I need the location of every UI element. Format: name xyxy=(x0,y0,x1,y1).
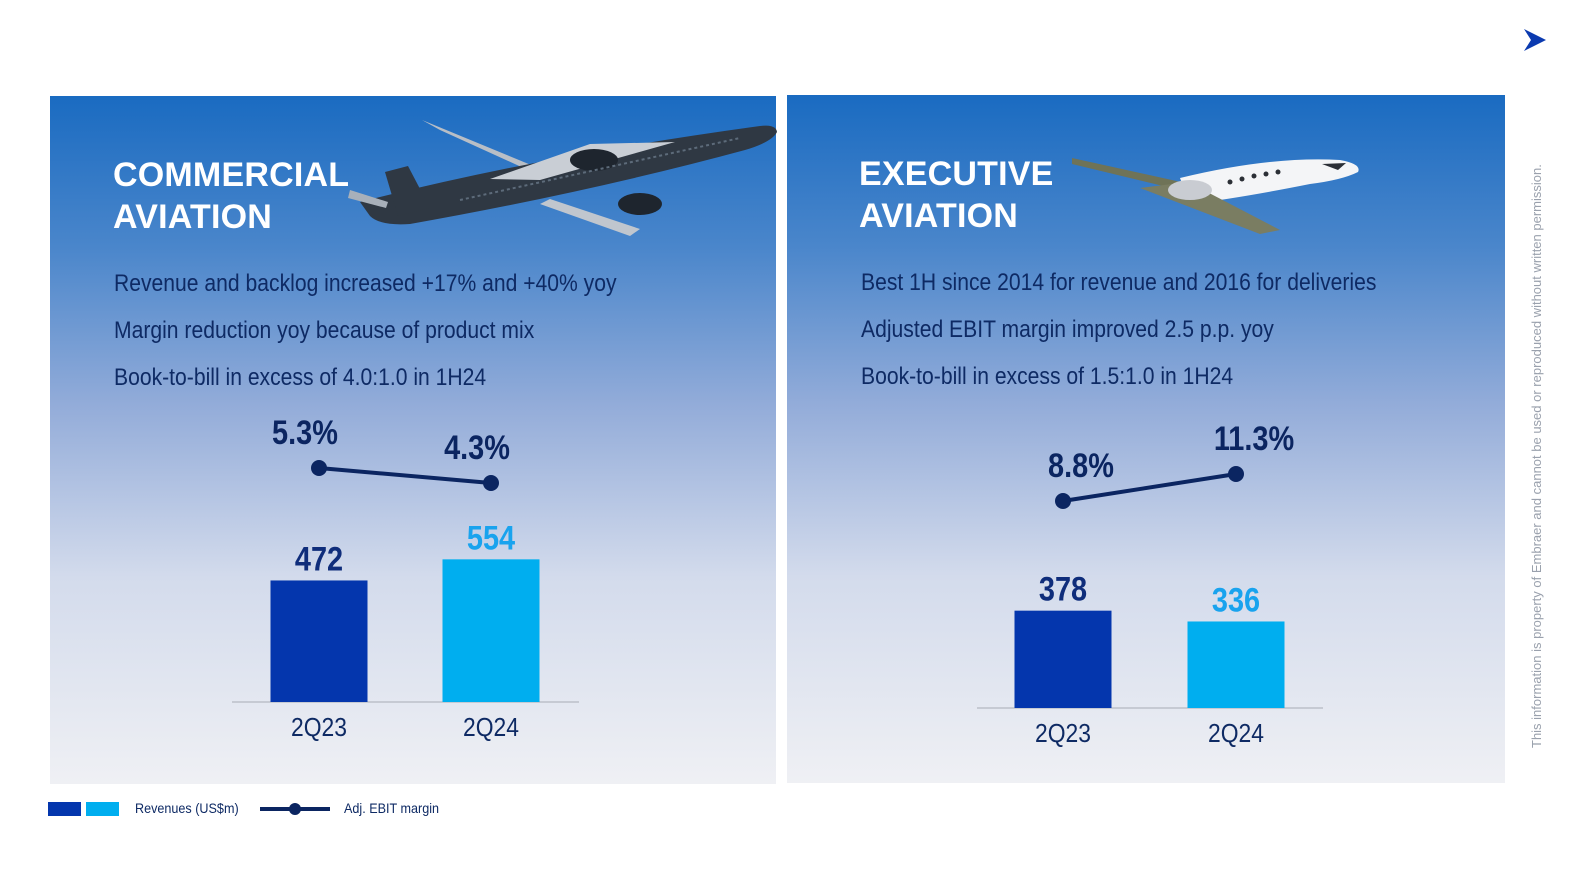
panel-title: COMMERCIAL AVIATION xyxy=(113,156,350,236)
highlight-item: Adjusted EBIT margin improved 2.5 p.p. y… xyxy=(861,316,1274,343)
legend-line-marker-icon xyxy=(260,803,330,815)
highlight-item: Book-to-bill in excess of 4.0:1.0 in 1H2… xyxy=(114,364,487,391)
revenue-bar xyxy=(1014,610,1112,708)
commercial-jet-image xyxy=(348,120,777,236)
margin-value-label: 5.3% xyxy=(272,413,338,452)
executive-chart: 378 2Q23 336 2Q24 8.8% 11.3% xyxy=(977,419,1323,749)
margin-value-label: 8.8% xyxy=(1048,446,1114,485)
category-label: 2Q24 xyxy=(1208,720,1264,749)
margin-point xyxy=(1055,493,1071,509)
highlights-list: Best 1H since 2014 for revenue and 2016 … xyxy=(861,263,1447,404)
executive-aviation-panel: EXECUTIVE AVIATION Best 1H since 2014 fo… xyxy=(787,95,1505,783)
commercial-chart: 472 2Q23 554 2Q24 5.3% 4.3% xyxy=(232,413,579,743)
category-label: 2Q23 xyxy=(1035,720,1091,749)
highlight-item: Book-to-bill in excess of 1.5:1.0 in 1H2… xyxy=(861,363,1234,390)
margin-value-label: 11.3% xyxy=(1214,419,1294,458)
revenue-bar xyxy=(442,559,540,702)
category-label: 2Q23 xyxy=(291,714,347,743)
highlight-item: Revenue and backlog increased +17% and +… xyxy=(114,270,617,297)
legend-swatch-2q23 xyxy=(48,802,81,816)
margin-point xyxy=(483,475,499,491)
legend-revenues-label: Revenues (US$m) xyxy=(135,800,239,816)
panel-title: EXECUTIVE AVIATION xyxy=(859,155,1054,235)
margin-point xyxy=(311,460,327,476)
copyright-note: This information is property of Embraer … xyxy=(1529,164,1544,748)
arrow-right-icon[interactable] xyxy=(1521,26,1549,54)
highlight-item: Margin reduction yoy because of product … xyxy=(114,317,535,344)
margin-point xyxy=(1228,466,1244,482)
revenue-bar xyxy=(1187,621,1285,708)
margin-line xyxy=(1062,472,1237,503)
revenue-value-label: 378 xyxy=(1039,569,1087,608)
margin-value-label: 4.3% xyxy=(444,428,510,467)
revenue-value-label: 554 xyxy=(467,518,516,557)
category-label: 2Q24 xyxy=(463,714,519,743)
margin-line xyxy=(318,466,492,485)
revenue-bar xyxy=(270,580,368,702)
legend-swatch-2q24 xyxy=(86,802,119,816)
legend-margin-label: Adj. EBIT margin xyxy=(344,800,440,816)
highlights-list: Revenue and backlog increased +17% and +… xyxy=(114,264,685,405)
highlight-item: Best 1H since 2014 for revenue and 2016 … xyxy=(861,269,1377,296)
revenue-value-label: 472 xyxy=(295,539,343,578)
business-jet-image xyxy=(1072,158,1359,234)
revenue-value-label: 336 xyxy=(1212,580,1260,619)
